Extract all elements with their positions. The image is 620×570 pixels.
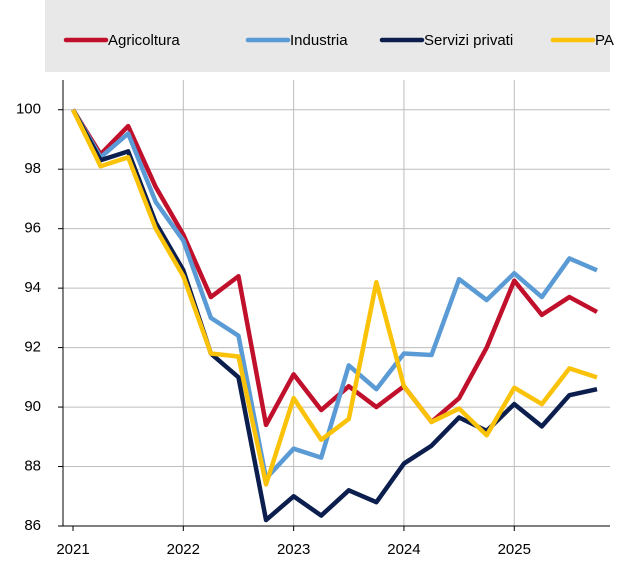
- y-tick-label: 100: [16, 101, 41, 118]
- y-tick-label: 90: [24, 398, 41, 415]
- x-tick-label: 2025: [498, 541, 531, 558]
- x-tick-label: 2021: [56, 541, 89, 558]
- legend-label: PA: [595, 32, 614, 49]
- y-tick-label: 94: [24, 279, 41, 296]
- series-line: [71, 108, 598, 481]
- y-tick-label: 96: [24, 220, 41, 237]
- y-tick-label: 92: [24, 339, 41, 356]
- y-tick-label: 98: [24, 160, 41, 177]
- x-tick-label: 2023: [277, 541, 310, 558]
- y-tick-label: 86: [24, 517, 41, 534]
- legend-label: Servizi privati: [424, 32, 513, 49]
- x-tick-label: 2024: [387, 541, 420, 558]
- series-line: [70, 108, 598, 487]
- legend-label: Industria: [290, 32, 348, 49]
- legend-label: Agricoltura: [108, 32, 180, 49]
- legend-box: [45, 0, 610, 72]
- y-tick-label: 88: [24, 458, 41, 475]
- x-tick-label: 2022: [167, 541, 200, 558]
- series-line: [71, 108, 599, 428]
- series-line: [71, 108, 598, 523]
